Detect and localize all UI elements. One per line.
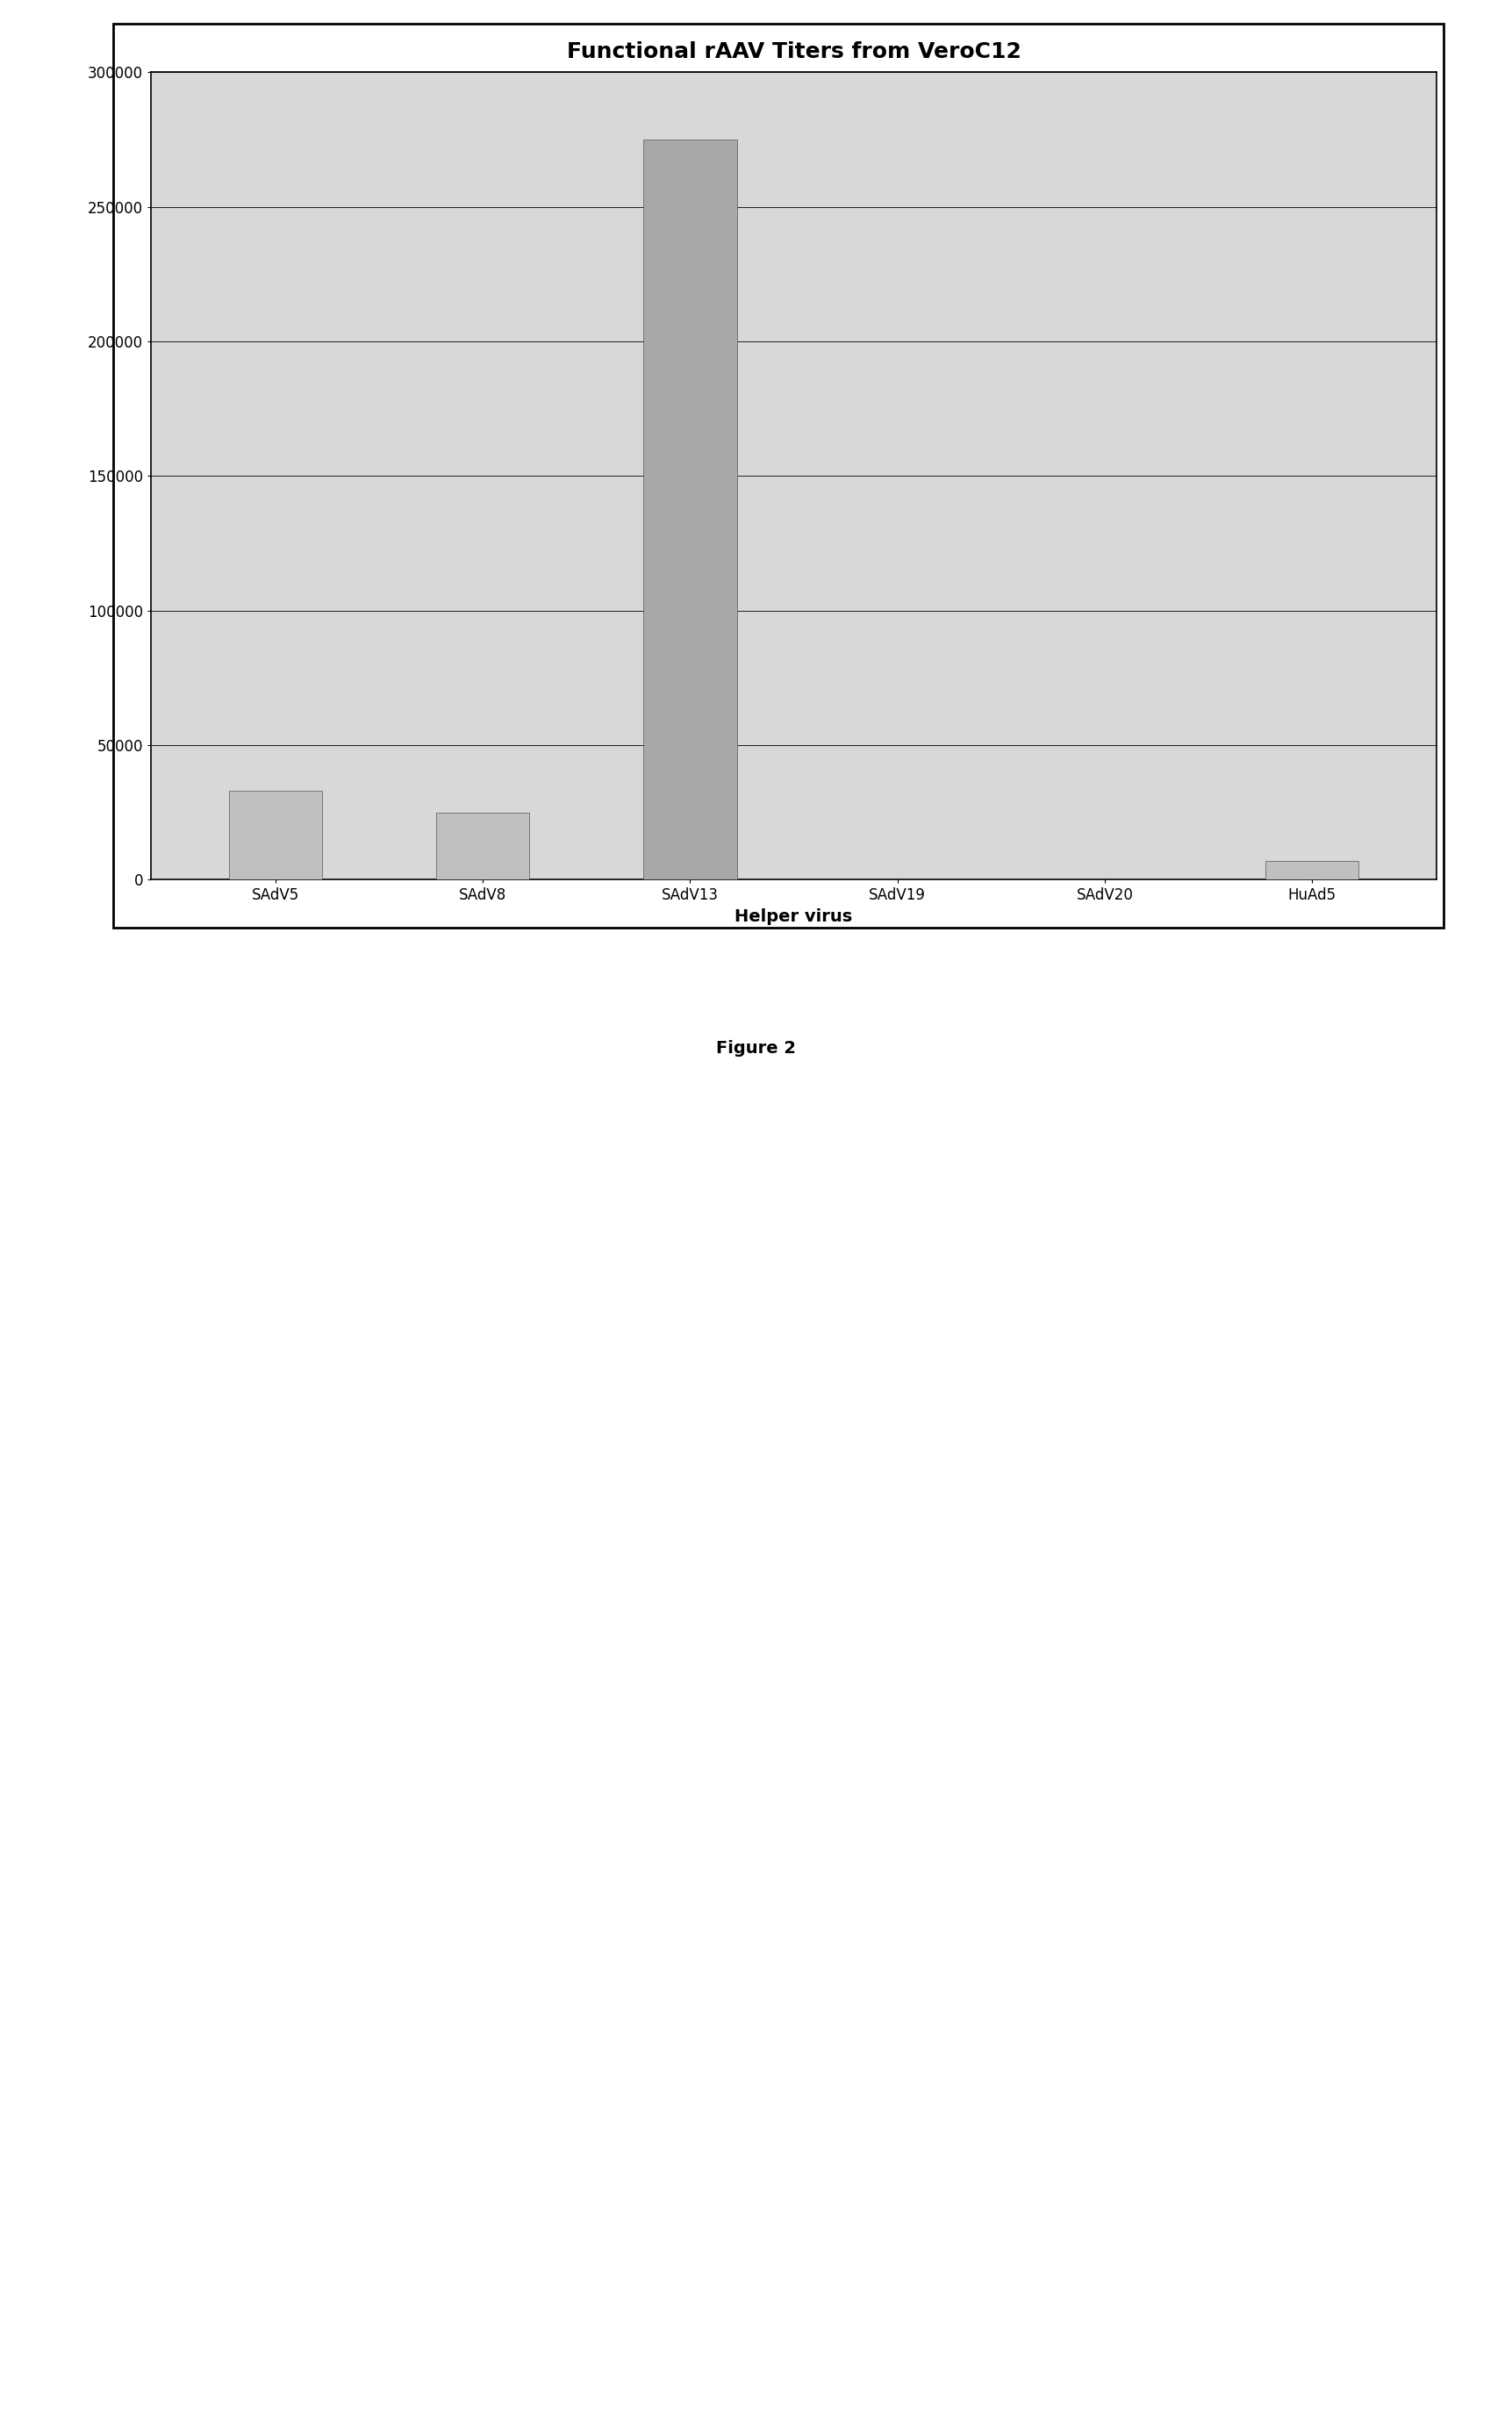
Text: Figure 2: Figure 2 [717, 1041, 795, 1056]
Bar [437, 812, 529, 880]
Bar [644, 140, 736, 880]
X-axis label: Helper virus: Helper virus [735, 909, 853, 925]
Bar [1266, 860, 1359, 880]
Title: Functional rAAV Titers from VeroC12: Functional rAAV Titers from VeroC12 [567, 41, 1021, 63]
Bar [228, 790, 322, 880]
